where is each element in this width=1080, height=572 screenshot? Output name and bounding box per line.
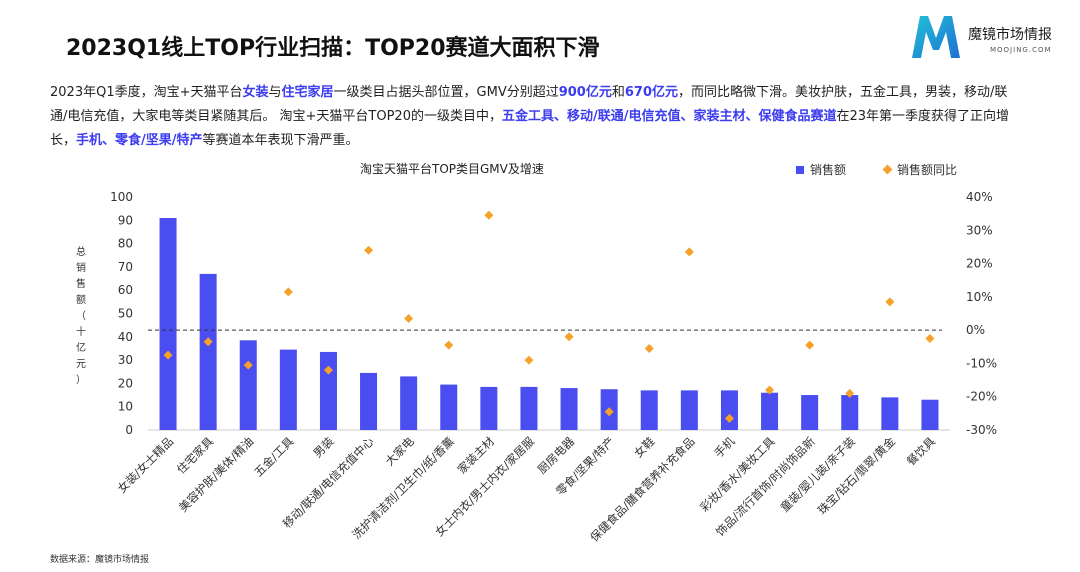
x-tick-label: 餐饮具 (904, 434, 939, 469)
bar (640, 390, 658, 430)
bar (279, 349, 297, 430)
growth-point (444, 340, 454, 350)
y2-tick-label: 30% (966, 223, 993, 237)
growth-point (684, 247, 694, 257)
y-tick-label: 30 (118, 353, 133, 367)
x-tick-label: 童装/婴儿装/亲子装 (777, 434, 858, 515)
growth-point (243, 360, 253, 370)
bar (360, 372, 378, 430)
bar (480, 386, 498, 430)
desc-highlight: 五金工具、移动/联通/电信充值、家装主材、保健食品赛道 (501, 109, 837, 124)
bar (680, 390, 698, 430)
growth-point (845, 388, 855, 398)
growth-point (644, 343, 654, 353)
y-tick-label: 100 (110, 190, 133, 204)
growth-point (564, 332, 574, 342)
y2-tick-label: -20% (966, 390, 997, 404)
bar (801, 395, 819, 430)
x-tick-label: 女鞋 (631, 434, 658, 461)
desc-highlight: 手机、零食/坚果/特产 (76, 133, 203, 148)
chart-title: 淘宝天猫平台TOP类目GMV及增速 (360, 162, 544, 176)
desc-highlight: 女装 (242, 85, 269, 100)
growth-point (323, 365, 333, 375)
y-tick-label: 0 (125, 423, 133, 437)
bar (761, 392, 779, 430)
bar (560, 388, 578, 430)
y-tick-label: 70 (118, 260, 133, 274)
growth-point (724, 413, 734, 423)
growth-point (805, 340, 815, 350)
y2-tick-label: 0% (966, 323, 985, 337)
y-tick-label: 20 (118, 376, 133, 390)
x-tick-label: 男装 (310, 434, 337, 461)
bar (720, 390, 738, 430)
y-tick-label: 10 (118, 400, 133, 414)
growth-point (765, 385, 775, 395)
y2-tick-label: 10% (966, 290, 993, 304)
y2-tick-label: 20% (966, 257, 993, 271)
y-axis-label: 总 销 售 额 （ 十 亿 元 ） (76, 247, 86, 386)
y-tick-label: 90 (118, 213, 133, 227)
bar (239, 340, 257, 430)
page-title: 2023Q1线上TOP行业扫描：TOP20赛道大面积下滑 (66, 36, 600, 61)
y-tick-label: 80 (118, 237, 133, 251)
desc-text: 和 (611, 85, 625, 100)
bar (400, 376, 418, 430)
bar (881, 397, 899, 430)
x-tick-label: 五金/工具 (251, 434, 297, 480)
data-source: 数据来源：魔镜市场情报 (50, 555, 150, 565)
growth-point (604, 407, 614, 417)
y2-tick-label: -10% (966, 356, 997, 370)
y2-tick-label: -30% (966, 423, 997, 437)
growth-point (885, 297, 895, 307)
growth-point (283, 287, 293, 297)
legend-bar-swatch (796, 165, 804, 174)
y2-tick-label: 40% (966, 190, 993, 204)
x-tick-label: 珠宝/钻石/翡翠/黄金 (815, 434, 899, 518)
legend-label: 销售额同比 (897, 163, 958, 177)
growth-point (364, 245, 374, 255)
description-paragraph: 2023年Q1季度，淘宝+天猫平台女装与住宅家居一级类目占据头部位置，GMV分别… (50, 81, 1010, 153)
desc-text: 一级类目占据头部位置，GMV分别超过 (333, 85, 559, 100)
bar (159, 217, 177, 430)
desc-text: ，而同比略微下滑。美妆护肤，五金工具，男装，移动/联通/电信充值，大家电等类目紧… (50, 85, 1008, 124)
growth-point (524, 355, 534, 365)
desc-text: 在23年第一季度获得了正向增长， (50, 109, 1010, 148)
bar (921, 399, 939, 430)
bar (440, 384, 458, 430)
x-tick-label: 女装/女士精品 (115, 434, 176, 495)
x-tick-label: 手机 (711, 434, 738, 461)
moojing-logo-icon (912, 16, 960, 58)
bar (841, 395, 859, 430)
brand-logo: 魔镜市场情报 MOOJING.COM (908, 12, 1068, 62)
x-tick-label: 彩妆/香水/美妆工具 (697, 434, 778, 515)
x-tick-label: 大家电 (382, 434, 417, 469)
brand-name: 魔镜市场情报 (968, 27, 1052, 43)
growth-point (163, 350, 173, 360)
legend-label: 销售额 (810, 163, 847, 177)
growth-point (404, 313, 414, 323)
legend-item-sales: 销售额 (796, 161, 846, 178)
legend-item-yoy: 销售额同比 (882, 161, 958, 178)
brand-domain: MOOJING.COM (990, 46, 1052, 54)
bar (520, 386, 538, 430)
desc-text: 2023年Q1季度，淘宝+天猫平台 (50, 85, 243, 100)
growth-point (203, 337, 213, 347)
growth-point (925, 333, 935, 343)
desc-highlight: 900亿元 (558, 85, 612, 100)
y-tick-label: 60 (118, 283, 133, 297)
desc-highlight: 670亿元 (624, 85, 679, 100)
desc-text: 等赛道本年表现下滑严重。 (202, 133, 359, 148)
x-tick-label: 美容护肤/美体/精油 (176, 434, 256, 514)
growth-point (484, 210, 494, 220)
desc-text: 与 (268, 85, 282, 100)
bar (319, 351, 337, 430)
y-tick-label: 40 (118, 330, 133, 344)
desc-highlight: 住宅家居 (281, 85, 334, 100)
y-tick-label: 50 (118, 307, 133, 321)
bar (199, 273, 217, 430)
